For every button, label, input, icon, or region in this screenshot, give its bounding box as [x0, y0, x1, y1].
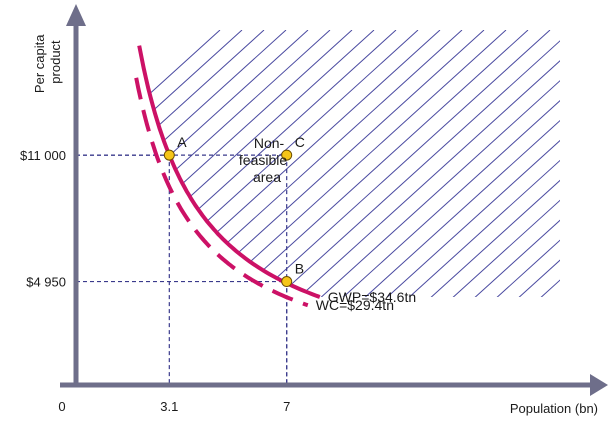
hatch-line [383, 30, 560, 297]
hatch-line [139, 30, 353, 297]
hatch-line [139, 30, 265, 297]
point-label-a: A [177, 134, 187, 150]
hatch-line [273, 30, 560, 297]
x-tick-label: 7 [283, 399, 290, 414]
axes [60, 26, 594, 388]
x-axis-arrow [590, 374, 608, 396]
hatch-line [295, 30, 560, 297]
hatch-line [139, 30, 221, 297]
curve-label-wc: WC=$29.4tn [316, 297, 394, 313]
y-axis-arrow [66, 4, 86, 26]
hatch-line [559, 30, 560, 297]
curve-label-gwp: GWP=$34.6tn [328, 289, 416, 305]
region-label-line-1: Non- [254, 135, 285, 151]
point-a [163, 149, 175, 161]
point-c [281, 149, 293, 161]
hatch-line [582, 30, 612, 320]
hatch-line [604, 30, 612, 320]
hatch-line [139, 30, 397, 297]
hatch-line [405, 30, 560, 297]
origin-label: 0 [58, 399, 65, 414]
point-b [281, 276, 293, 288]
guide-lines [76, 154, 288, 385]
x-tick-label: 3.1 [160, 399, 178, 414]
hatch-line [317, 30, 560, 297]
hatch-line [163, 30, 485, 297]
y-axis-label-line-2: product [48, 40, 63, 84]
y-tick-label: $11 000 [20, 148, 66, 163]
x-axis-label: Population (bn) [510, 401, 598, 416]
hatch-line [515, 30, 560, 297]
region-label-line-2: feasible [239, 152, 287, 168]
hatch-line [139, 30, 375, 297]
hatch-line [229, 30, 551, 297]
hatch-line [361, 30, 560, 297]
y-axis-label-line-1: Per capita [32, 34, 47, 93]
curve-wc [134, 77, 309, 308]
points [163, 149, 293, 288]
non-feasible-area-label: Non- feasible area [239, 135, 291, 185]
point-label-c: C [295, 134, 305, 150]
hatch-line [185, 30, 507, 297]
hatch-line [339, 30, 560, 297]
hatch-line [471, 30, 560, 297]
hatch-line [139, 30, 243, 297]
y-axis-label: Per capita product [32, 31, 63, 93]
y-tick-label: $4 950 [26, 275, 66, 290]
hatch-line [493, 30, 560, 297]
point-label-b: B [295, 261, 304, 277]
non-feasible-hatching [139, 30, 612, 320]
hatch-line [139, 30, 287, 297]
hatch-line [537, 30, 560, 297]
hatch-line [449, 30, 560, 297]
region-label-line-3: area [253, 169, 281, 185]
hatch-line [251, 30, 560, 297]
hatch-line [427, 30, 560, 297]
